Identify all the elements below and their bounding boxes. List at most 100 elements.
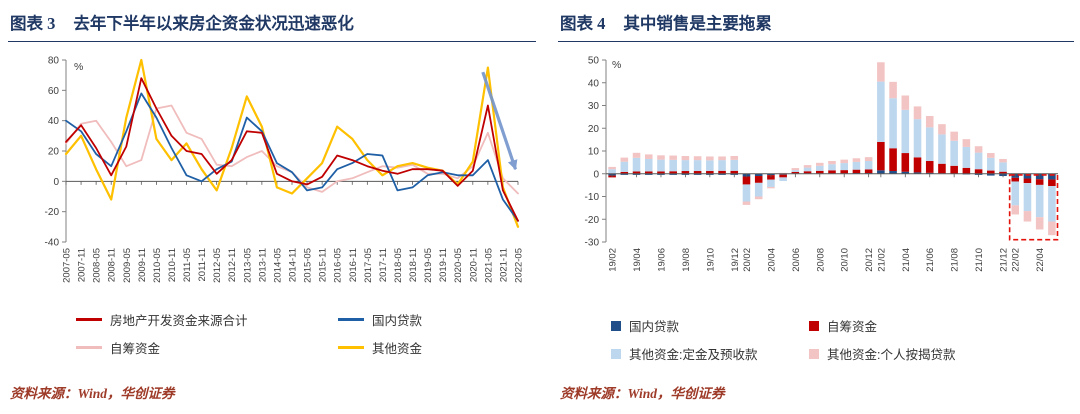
legend-label-deposits-presales: 其他资金:定金及预收款	[629, 348, 758, 362]
svg-text:19/08: 19/08	[681, 248, 692, 272]
svg-text:19/04: 19/04	[632, 248, 643, 272]
bar-series-3	[608, 62, 1056, 236]
figure3-panel: 图表 3 去年下半年以来房企资金状况迅速恶化 80 60 40 20 0 -20 -40 20…	[8, 6, 536, 408]
svg-text:2012-05: 2012-05	[212, 248, 223, 283]
figure3-legend: 房地产开发资金来源合计 国内贷款 自筹资金 其他资金	[8, 310, 536, 357]
axes: 50 40 30 20 10 0 -10 -20 -30	[585, 56, 607, 249]
svg-text:2018-11: 2018-11	[408, 248, 419, 282]
highlight-box	[1008, 174, 1059, 241]
legend-item-self-raised: 自筹资金	[809, 316, 1021, 335]
svg-text:2021-05: 2021-05	[483, 248, 494, 283]
svg-text:2009-05: 2009-05	[122, 248, 133, 283]
legend-marker-deposits-presales	[611, 348, 621, 359]
line-series-1	[65, 92, 519, 222]
svg-text:20/06: 20/06	[791, 248, 802, 272]
figure4-panel: 图表 4 其中销售是主要拖累 50 40 30 20 10 0 -10 -20 -30% 19/0…	[558, 6, 1074, 408]
svg-text:19/06: 19/06	[656, 248, 667, 272]
svg-text:2016-11: 2016-11	[348, 248, 359, 282]
svg-text:2013-05: 2013-05	[242, 248, 253, 283]
figure4-title-rule	[558, 41, 1074, 42]
legend-marker-domestic-loans	[611, 320, 621, 331]
svg-text:%: %	[612, 59, 621, 71]
svg-text:2018-05: 2018-05	[393, 248, 404, 283]
svg-text:21/08: 21/08	[950, 248, 961, 272]
legend-label-self-raised: 自筹资金	[110, 342, 161, 356]
svg-text:2019-05: 2019-05	[423, 248, 434, 283]
legend-label-domestic-loans: 国内贷款	[372, 314, 423, 328]
trend-down-arrow	[481, 71, 518, 171]
legend-label-other-funds: 其他资金	[372, 342, 423, 356]
funding-contribution-stacked-bar-chart: 50 40 30 20 10 0 -10 -20 -30% 19/02 19/04 19/06 19/0…	[585, 56, 1059, 272]
svg-text:40: 40	[588, 78, 600, 89]
svg-text:2014-11: 2014-11	[288, 248, 299, 282]
svg-text:2011-05: 2011-05	[182, 248, 193, 282]
svg-text:2015-11: 2015-11	[318, 248, 329, 282]
legend-item-personal-mortgage: 其他资金:个人按揭贷款	[809, 344, 1021, 363]
svg-text:2008-11: 2008-11	[107, 248, 118, 282]
figure4-label: 图表 4	[560, 14, 606, 33]
legend-item-domestic-loans: 国内贷款	[611, 316, 779, 335]
svg-text:50: 50	[588, 56, 600, 67]
svg-text:2016-05: 2016-05	[333, 248, 344, 283]
svg-text:2007-05: 2007-05	[62, 248, 73, 283]
figure4-legend: 国内贷款 自筹资金 其他资金:定金及预收款 其他资金:个人按揭贷款	[558, 316, 1074, 363]
bar-series-1	[608, 141, 1056, 187]
svg-text:2022-05: 2022-05	[514, 248, 525, 283]
svg-text:19/10: 19/10	[705, 248, 716, 272]
svg-text:20: 20	[588, 124, 600, 135]
svg-text:19/02: 19/02	[608, 248, 619, 272]
svg-text:21/12: 21/12	[999, 248, 1010, 272]
svg-text:10: 10	[588, 147, 600, 158]
svg-text:21/06: 21/06	[925, 248, 936, 272]
svg-text:2012-11: 2012-11	[227, 248, 238, 282]
svg-text:20: 20	[48, 147, 60, 158]
svg-text:0: 0	[593, 169, 599, 180]
svg-text:2010-05: 2010-05	[152, 248, 163, 283]
svg-text:2021-11: 2021-11	[498, 248, 509, 282]
svg-text:21/02: 21/02	[876, 248, 887, 272]
svg-text:2017-05: 2017-05	[363, 248, 374, 283]
svg-text:-20: -20	[585, 215, 600, 226]
svg-text:21/10: 21/10	[974, 248, 985, 272]
svg-text:22/02: 22/02	[1011, 248, 1022, 272]
svg-text:20/12: 20/12	[864, 248, 875, 272]
figure3-label: 图表 3	[10, 14, 56, 33]
svg-text:2014-05: 2014-05	[272, 248, 283, 283]
legend-item-other-funds: 其他资金	[338, 338, 468, 357]
svg-text:2010-11: 2010-11	[167, 248, 178, 282]
legend-marker-personal-mortgage	[809, 348, 819, 359]
svg-text:19/12: 19/12	[730, 248, 741, 272]
svg-text:2020-11: 2020-11	[468, 248, 479, 282]
figure4-title: 其中销售是主要拖累	[623, 14, 772, 33]
svg-text:60: 60	[48, 86, 60, 97]
svg-text:-30: -30	[585, 238, 600, 249]
svg-text:80: 80	[48, 56, 60, 67]
legend-marker-domestic-loans	[338, 318, 364, 321]
svg-text:20/02: 20/02	[742, 248, 753, 272]
legend-label-personal-mortgage: 其他资金:个人按揭贷款	[827, 348, 956, 362]
svg-text:20/04: 20/04	[766, 248, 777, 272]
svg-text:2019-11: 2019-11	[438, 248, 449, 282]
legend-label-domestic-loans: 国内贷款	[629, 320, 680, 334]
svg-text:30: 30	[588, 101, 600, 112]
svg-text:20/10: 20/10	[840, 248, 851, 272]
legend-label-total: 房地产开发资金来源合计	[110, 314, 248, 328]
bar-series-2	[608, 81, 1056, 222]
legend-label-self-raised: 自筹资金	[827, 320, 878, 334]
svg-text:2008-05: 2008-05	[92, 248, 103, 283]
line-series-0	[65, 77, 519, 222]
figure3-title-rule	[8, 41, 536, 42]
svg-text:2007-11: 2007-11	[77, 248, 88, 282]
svg-text:21/04: 21/04	[901, 248, 912, 272]
legend-item-self-raised: 自筹资金	[76, 338, 308, 357]
figure3-source: 资料来源：Wind，华创证券	[10, 386, 175, 401]
svg-text:2020-05: 2020-05	[453, 248, 464, 283]
svg-text:0: 0	[53, 177, 59, 188]
legend-marker-self-raised	[809, 320, 819, 331]
svg-text:2013-11: 2013-11	[257, 248, 268, 282]
svg-text:-20: -20	[45, 207, 60, 218]
legend-marker-other-funds	[338, 346, 364, 349]
legend-item-deposits-presales: 其他资金:定金及预收款	[611, 344, 779, 363]
svg-text:%: %	[74, 61, 83, 73]
